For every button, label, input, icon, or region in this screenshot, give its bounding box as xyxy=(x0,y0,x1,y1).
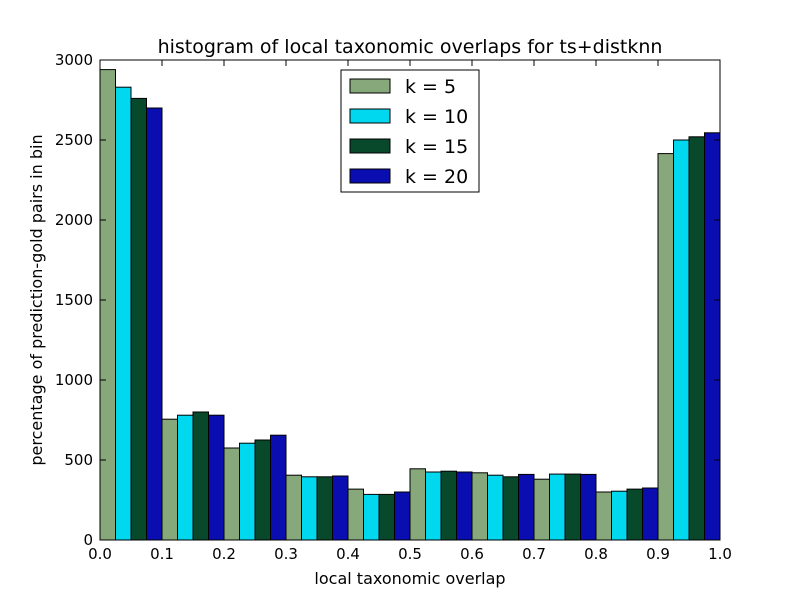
bar-k5-bin-1 xyxy=(161,418,178,541)
x-tick-label: 0.3 xyxy=(274,545,298,563)
legend-swatch xyxy=(349,78,391,94)
bar-k5-bin-4 xyxy=(347,488,364,541)
bar-k15-bin-6 xyxy=(502,476,519,541)
bar-k20-bin-5 xyxy=(456,471,473,541)
bar-k15-bin-3 xyxy=(316,476,333,541)
bar-k10-bin-3 xyxy=(301,476,318,541)
bar-k15-bin-2 xyxy=(254,439,271,541)
bar-k15-bin-4 xyxy=(378,493,395,541)
bar-k10-bin-7 xyxy=(549,473,566,541)
bar-k10-bin-9 xyxy=(673,139,690,541)
x-tick-label: 0.2 xyxy=(212,545,236,563)
y-tick-label: 0 xyxy=(83,531,93,549)
x-tick-label: 0.1 xyxy=(150,545,174,563)
bar-k5-bin-6 xyxy=(471,472,488,541)
x-axis-label: local taxonomic overlap xyxy=(314,569,505,588)
plot-frame xyxy=(99,59,721,541)
x-tick-label: 0.9 xyxy=(646,545,670,563)
bar-k5-bin-3 xyxy=(285,474,302,541)
legend-label: k = 15 xyxy=(405,136,468,158)
bar-k5-bin-7 xyxy=(533,478,550,541)
bar-k10-bin-0 xyxy=(115,86,132,541)
x-tick-label: 1.0 xyxy=(708,545,732,563)
bar-k20-bin-1 xyxy=(208,414,225,541)
legend-swatch xyxy=(349,138,391,154)
bar-k15-bin-9 xyxy=(688,136,705,541)
legend-label: k = 5 xyxy=(405,76,456,98)
bar-k20-bin-8 xyxy=(642,487,659,541)
bar-k10-bin-8 xyxy=(611,490,628,541)
bar-k5-bin-8 xyxy=(595,491,612,541)
legend-label: k = 20 xyxy=(405,166,468,188)
bar-k20-bin-3 xyxy=(332,475,349,541)
bar-k20-bin-6 xyxy=(518,473,535,541)
bar-k20-bin-2 xyxy=(270,434,287,541)
ticks-group: 0.0 0.1 0.2 0.3 0.4 0.5 0.6 0.7 0.8 0.9 1.0 0 500 100… xyxy=(55,51,732,563)
y-tick-label: 1500 xyxy=(55,291,93,309)
y-tick-label: 1000 xyxy=(55,371,93,389)
x-tick-label: 0.6 xyxy=(460,545,484,563)
bar-k20-bin-7 xyxy=(580,473,597,541)
bar-k10-bin-6 xyxy=(487,474,504,541)
x-tick-label: 0.0 xyxy=(88,545,112,563)
x-tick-label: 0.8 xyxy=(584,545,608,563)
bar-k10-bin-4 xyxy=(363,493,380,541)
bar-k20-bin-4 xyxy=(394,491,411,541)
y-tick-label: 2500 xyxy=(55,131,93,149)
bar-k10-bin-1 xyxy=(177,414,194,541)
y-tick-label: 2000 xyxy=(55,211,93,229)
bar-k15-bin-0 xyxy=(130,97,147,541)
x-tick-label: 0.7 xyxy=(522,545,546,563)
legend: k = 5 k = 10 k = 15 k = 20 xyxy=(340,69,480,193)
bar-k15-bin-8 xyxy=(626,488,643,541)
chart-title: histogram of local taxonomic overlaps fo… xyxy=(158,36,663,58)
legend-swatch xyxy=(349,168,391,184)
x-tick-label: 0.4 xyxy=(336,545,360,563)
bar-k5-bin-2 xyxy=(223,447,240,541)
legend-swatch xyxy=(349,108,391,124)
bar-k5-bin-5 xyxy=(409,468,426,541)
y-tick-label: 3000 xyxy=(55,51,93,69)
legend-label: k = 10 xyxy=(405,106,468,128)
bar-k10-bin-5 xyxy=(425,471,442,541)
bar-k20-bin-0 xyxy=(146,107,163,541)
y-tick-label: 500 xyxy=(64,451,93,469)
y-axis-label: percentage of prediction-gold pairs in b… xyxy=(27,134,46,465)
bar-k10-bin-2 xyxy=(239,442,256,541)
bar-k15-bin-7 xyxy=(564,473,581,541)
bar-k5-bin-9 xyxy=(657,153,674,541)
bar-k15-bin-1 xyxy=(192,411,209,541)
bar-k15-bin-5 xyxy=(440,470,457,541)
x-tick-label: 0.5 xyxy=(398,545,422,563)
bar-k20-bin-9 xyxy=(704,132,721,541)
